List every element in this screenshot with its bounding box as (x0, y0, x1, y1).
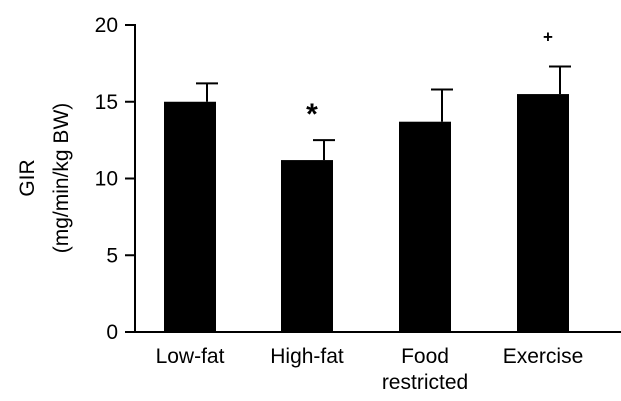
y-tick-label-15: 15 (95, 91, 118, 114)
category-label-2-1: restricted (382, 371, 468, 394)
category-label-2-0: Food (401, 345, 449, 368)
bar-0 (164, 101, 216, 332)
y-axis-label-line1: GIR (16, 159, 39, 196)
y-tick-label-10: 10 (95, 168, 118, 191)
annotations: *+ (306, 27, 553, 131)
annotation-1: * (306, 98, 318, 131)
category-label-3-0: Exercise (503, 345, 584, 368)
bar-3 (517, 94, 569, 332)
y-axis-label-line2: (mg/min/kg BW) (50, 103, 73, 254)
y-tick-label-5: 5 (106, 244, 118, 267)
y-tick-label-20: 20 (95, 14, 118, 37)
annotation-3: + (543, 27, 553, 46)
y-tick-labels: 0 5 10 15 20 (95, 14, 118, 344)
bar-1 (281, 160, 333, 332)
x-category-labels: Low-fat High-fat Food restricted Exercise (156, 345, 584, 394)
y-axis-label: GIR (mg/min/kg BW) (16, 103, 73, 254)
error-bars (196, 65, 571, 161)
category-label-1-0: High-fat (270, 345, 344, 368)
bars (164, 94, 569, 332)
bar-2 (399, 121, 451, 332)
y-tick-label-0: 0 (106, 321, 118, 344)
category-label-0-0: Low-fat (156, 345, 225, 368)
